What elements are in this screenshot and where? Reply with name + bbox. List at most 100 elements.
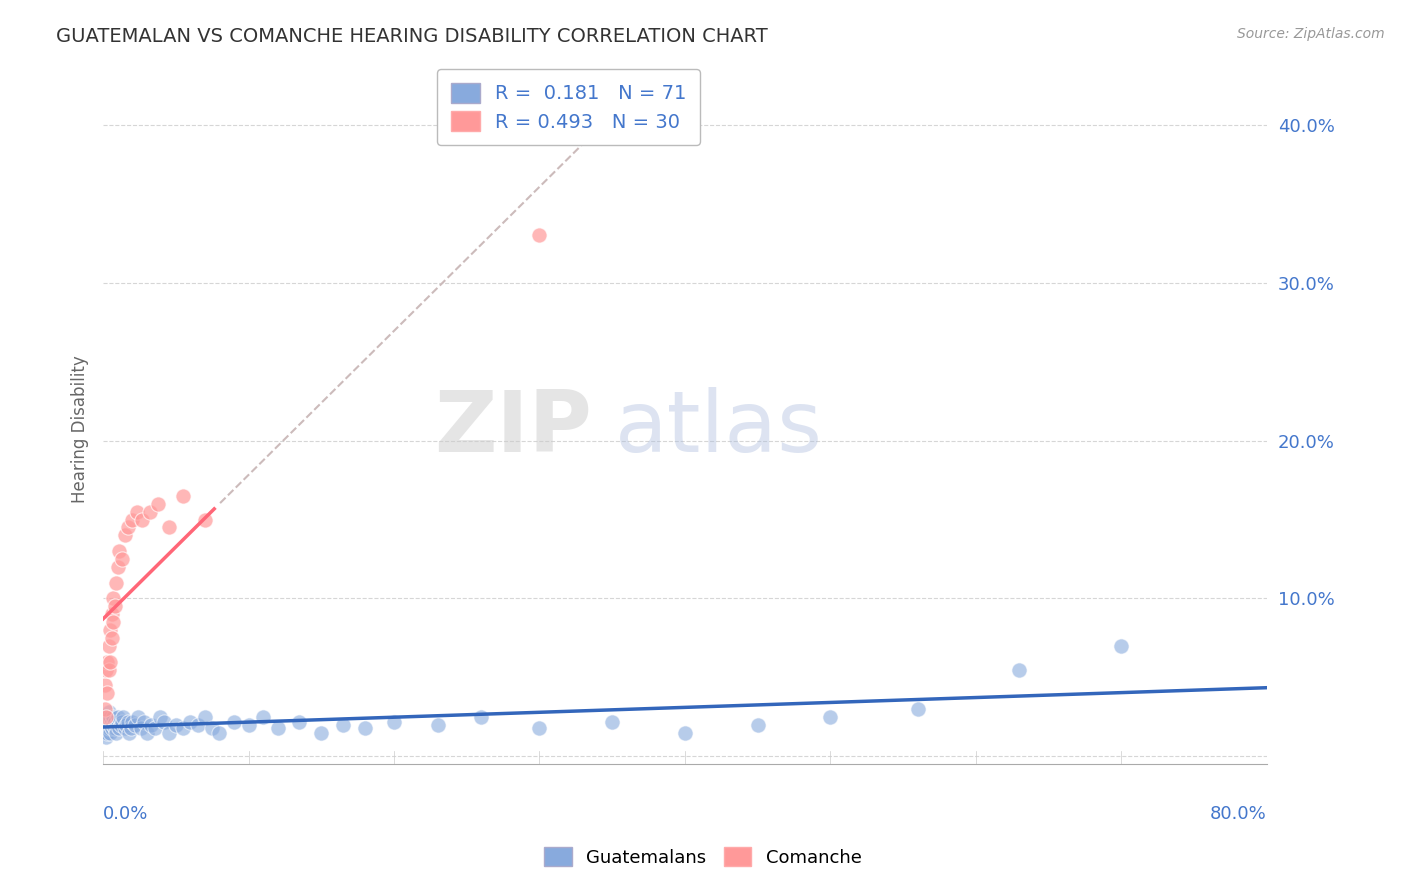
- Point: [97, 705, 120, 719]
- Point: [194, 512, 217, 526]
- Point: [820, 710, 842, 724]
- Point: [382, 714, 405, 729]
- Point: [118, 725, 141, 739]
- Point: [114, 528, 136, 542]
- Point: [93, 710, 115, 724]
- Text: 0.0%: 0.0%: [103, 805, 149, 822]
- Point: [311, 725, 333, 739]
- Point: [103, 718, 125, 732]
- Point: [222, 714, 245, 729]
- Point: [153, 714, 176, 729]
- Point: [103, 591, 125, 606]
- Point: [426, 718, 449, 732]
- Point: [124, 718, 146, 732]
- Point: [112, 710, 135, 724]
- Point: [105, 575, 128, 590]
- Point: [110, 718, 132, 732]
- Point: [529, 228, 551, 243]
- Point: [101, 721, 124, 735]
- Point: [138, 505, 160, 519]
- Point: [165, 718, 187, 732]
- Point: [354, 721, 377, 735]
- Point: [94, 721, 117, 735]
- Point: [747, 718, 769, 732]
- Point: [97, 714, 120, 729]
- Point: [111, 714, 134, 729]
- Text: Source: ZipAtlas.com: Source: ZipAtlas.com: [1237, 27, 1385, 41]
- Point: [114, 721, 136, 735]
- Point: [288, 714, 311, 729]
- Point: [94, 710, 117, 724]
- Point: [135, 725, 157, 739]
- Point: [194, 710, 217, 724]
- Point: [107, 710, 129, 724]
- Point: [529, 721, 551, 735]
- Point: [470, 710, 492, 724]
- Point: [121, 714, 143, 729]
- Point: [107, 714, 129, 729]
- Point: [93, 702, 115, 716]
- Point: [100, 710, 122, 724]
- Text: ZIP: ZIP: [434, 387, 592, 470]
- Point: [101, 714, 124, 729]
- Point: [157, 520, 180, 534]
- Y-axis label: Hearing Disability: Hearing Disability: [72, 355, 89, 502]
- Point: [96, 686, 118, 700]
- Point: [673, 725, 696, 739]
- Point: [201, 721, 224, 735]
- Point: [105, 718, 128, 732]
- Point: [148, 497, 170, 511]
- Point: [111, 552, 134, 566]
- Point: [96, 718, 118, 732]
- Point: [266, 721, 288, 735]
- Point: [238, 718, 260, 732]
- Point: [179, 714, 201, 729]
- Point: [105, 725, 128, 739]
- Point: [97, 663, 120, 677]
- Legend: R =  0.181   N = 71, R = 0.493   N = 30: R = 0.181 N = 71, R = 0.493 N = 30: [437, 70, 700, 145]
- Point: [94, 731, 117, 745]
- Point: [172, 721, 194, 735]
- Point: [93, 678, 115, 692]
- Point: [600, 714, 623, 729]
- Point: [117, 520, 139, 534]
- Point: [101, 607, 124, 622]
- Text: GUATEMALAN VS COMANCHE HEARING DISABILITY CORRELATION CHART: GUATEMALAN VS COMANCHE HEARING DISABILIT…: [56, 27, 768, 45]
- Point: [108, 721, 131, 735]
- Point: [96, 710, 118, 724]
- Point: [1111, 639, 1133, 653]
- Point: [129, 721, 152, 735]
- Point: [145, 721, 167, 735]
- Point: [104, 714, 127, 729]
- Point: [172, 489, 194, 503]
- Point: [96, 725, 118, 739]
- Point: [117, 714, 139, 729]
- Point: [108, 544, 131, 558]
- Point: [94, 663, 117, 677]
- Point: [101, 631, 124, 645]
- Legend: Guatemalans, Comanche: Guatemalans, Comanche: [537, 840, 869, 874]
- Point: [125, 505, 148, 519]
- Point: [104, 599, 127, 614]
- Point: [187, 718, 209, 732]
- Point: [252, 710, 274, 724]
- Point: [1008, 663, 1031, 677]
- Point: [332, 718, 354, 732]
- Point: [100, 718, 122, 732]
- Point: [100, 725, 122, 739]
- Point: [121, 512, 143, 526]
- Point: [93, 725, 115, 739]
- Point: [97, 721, 120, 735]
- Point: [157, 725, 180, 739]
- Point: [103, 710, 125, 724]
- Point: [127, 710, 149, 724]
- Text: atlas: atlas: [616, 387, 823, 470]
- Point: [120, 721, 142, 735]
- Point: [149, 710, 172, 724]
- Point: [103, 615, 125, 629]
- Point: [104, 721, 127, 735]
- Point: [100, 655, 122, 669]
- Point: [96, 655, 118, 669]
- Point: [139, 718, 162, 732]
- Point: [100, 623, 122, 637]
